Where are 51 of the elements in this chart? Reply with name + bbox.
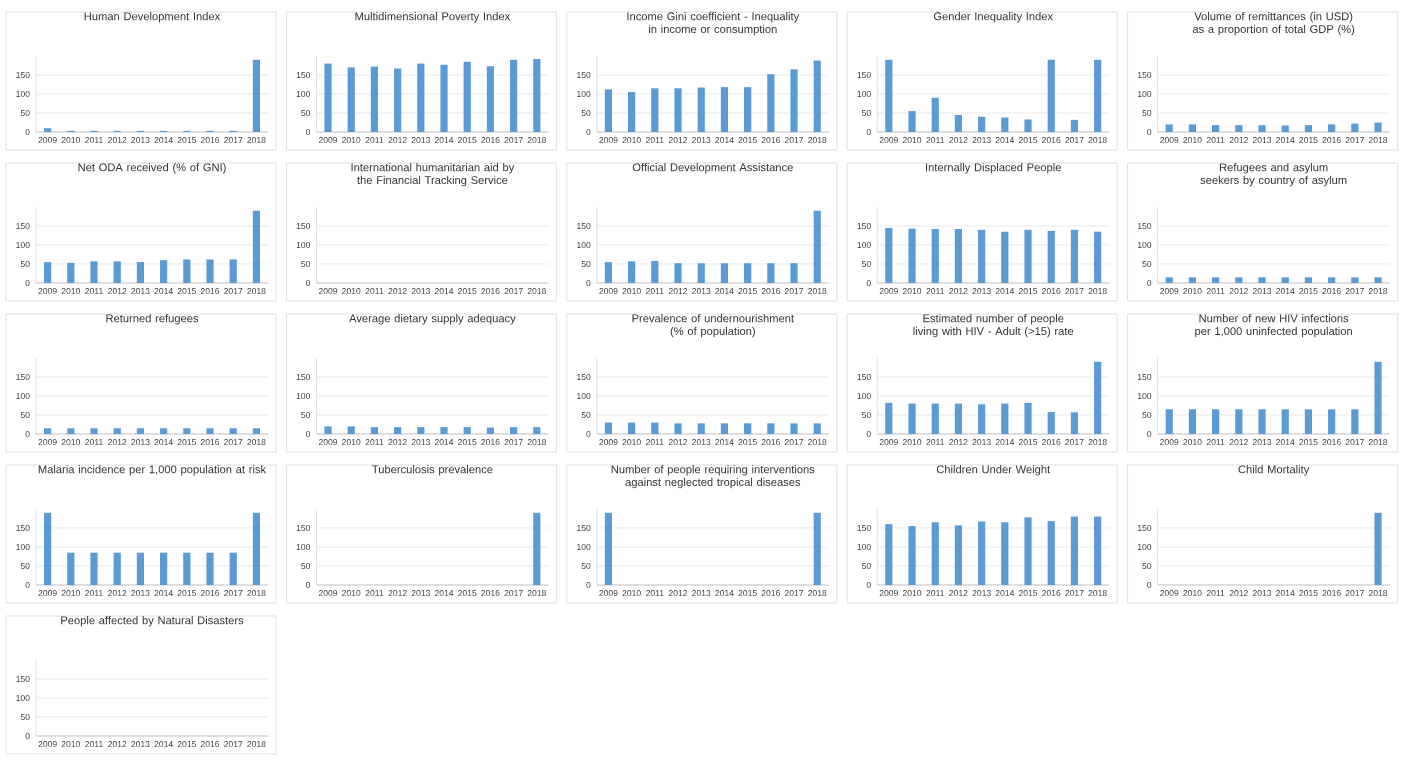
bar <box>908 111 916 132</box>
bar <box>229 259 237 283</box>
bar <box>697 263 705 283</box>
bar <box>628 92 636 132</box>
bar <box>1024 119 1032 132</box>
bar <box>767 74 775 132</box>
bar <box>720 263 729 283</box>
bar <box>931 97 939 132</box>
bar <box>604 262 613 283</box>
bar <box>720 87 729 132</box>
bar <box>790 263 798 283</box>
bar <box>885 59 893 132</box>
bar <box>978 404 986 434</box>
bar <box>1047 59 1055 132</box>
bar <box>954 114 963 132</box>
bar <box>744 263 752 283</box>
bar <box>44 262 52 283</box>
bar <box>628 261 636 283</box>
bar <box>813 210 821 283</box>
bar <box>67 262 75 283</box>
bar <box>908 403 916 434</box>
bar <box>90 261 98 283</box>
bar <box>1070 412 1079 434</box>
bar <box>790 69 798 132</box>
bar <box>206 259 214 283</box>
bar <box>1070 119 1079 132</box>
bar <box>1001 117 1009 132</box>
bar <box>113 261 121 283</box>
bar <box>978 116 986 132</box>
bar <box>651 260 659 283</box>
bar <box>767 263 775 283</box>
bar <box>954 403 963 434</box>
bar <box>697 87 705 132</box>
bar <box>744 87 752 132</box>
bar <box>1024 402 1032 434</box>
bar <box>160 260 168 283</box>
bar <box>885 402 893 434</box>
bar <box>674 88 682 132</box>
bar <box>183 259 191 283</box>
bar <box>1001 403 1009 434</box>
bar <box>931 403 939 434</box>
bar <box>136 262 145 283</box>
bar <box>252 210 261 283</box>
bar <box>1094 361 1102 434</box>
bar <box>1047 411 1055 434</box>
bar <box>604 89 613 132</box>
bar <box>651 88 659 132</box>
bar <box>674 263 682 283</box>
bar <box>1094 59 1102 132</box>
bar <box>813 60 821 132</box>
bar <box>252 59 261 132</box>
